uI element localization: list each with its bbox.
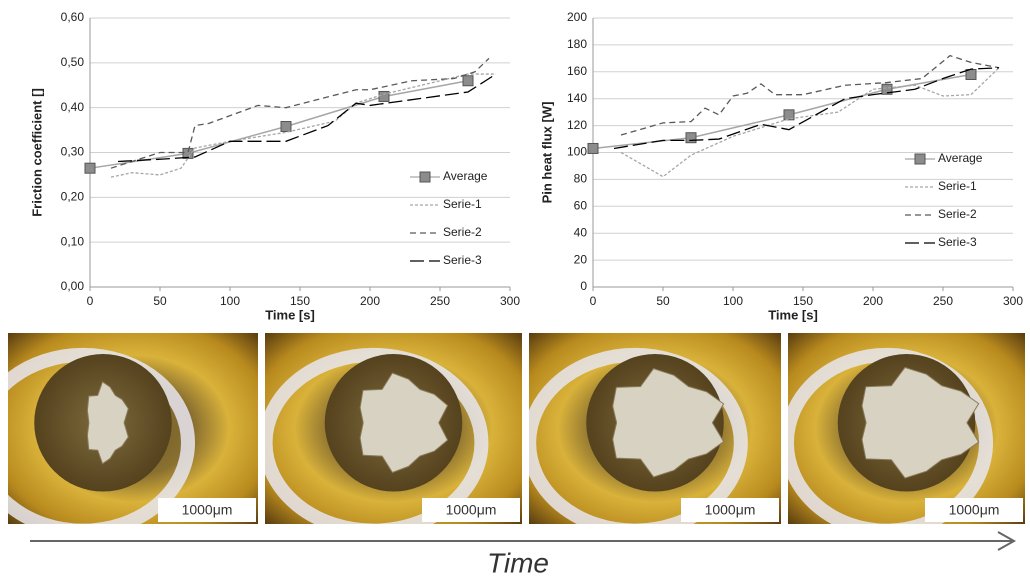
y-tick-label: 200 <box>567 10 587 24</box>
legend-label: Average <box>443 169 488 183</box>
legend-marker <box>419 171 431 183</box>
y-tick-label: 160 <box>567 64 587 78</box>
x-tick-label: 200 <box>360 294 380 308</box>
legend-label: Serie-1 <box>938 179 977 193</box>
legend-label: Serie-2 <box>938 207 977 221</box>
scale-box <box>681 498 779 522</box>
chart: 0,00 0,10 0,20 0,30 0,40 0,50 0,60 0 50 100 150 200… <box>29 10 520 322</box>
y-tick-label: 0,30 <box>61 145 85 159</box>
scale-label: 1000μm <box>949 502 1000 518</box>
y-tick-label: 0,00 <box>61 279 85 293</box>
y-tick-label: 100 <box>567 145 587 159</box>
wear-area <box>86 381 129 465</box>
photo: 1000μm <box>8 333 258 524</box>
average-marker <box>783 109 795 121</box>
x-axis-title: Time [s] <box>768 307 818 322</box>
x-tick-label: 250 <box>430 294 450 308</box>
timeline-label: Time <box>487 547 549 578</box>
series-line <box>110 57 490 169</box>
x-tick-label: 50 <box>153 294 167 308</box>
glare <box>529 347 748 524</box>
y-tick-label: 0,20 <box>61 190 85 204</box>
series-line <box>613 67 1000 150</box>
glare <box>788 347 994 524</box>
y-tick-label: 60 <box>574 198 588 212</box>
series-line <box>620 54 1000 136</box>
y-axis-title: Pin heat flux [W] <box>539 102 554 204</box>
y-tick-label: 0,40 <box>61 100 85 114</box>
legend-label: Serie-2 <box>443 225 482 239</box>
photo: 1000μm <box>265 333 522 524</box>
x-tick-label: 300 <box>1003 294 1023 308</box>
scale-box <box>925 498 1023 522</box>
y-tick-label: 180 <box>567 37 587 51</box>
glare <box>265 347 489 524</box>
scale-label: 1000μm <box>705 502 756 518</box>
y-tick-label: 0,10 <box>61 234 85 248</box>
wear-area <box>359 372 449 474</box>
legend-label: Average <box>938 151 983 165</box>
y-tick-label: 0 <box>580 279 587 293</box>
average-marker <box>587 142 599 154</box>
legend-marker <box>914 153 926 165</box>
legend-label: Serie-1 <box>443 197 482 211</box>
x-tick-label: 300 <box>500 294 520 308</box>
average-marker <box>84 162 96 174</box>
y-tick-label: 120 <box>567 118 587 132</box>
average-marker <box>965 68 977 80</box>
series-line <box>117 73 497 163</box>
x-tick-label: 150 <box>290 294 310 308</box>
x-tick-label: 150 <box>793 294 813 308</box>
y-tick-label: 0,50 <box>61 55 85 69</box>
scale-box <box>422 498 520 522</box>
average-marker <box>182 147 194 159</box>
y-axis-title: Friction coefficient [] <box>29 88 44 217</box>
y-tick-label: 80 <box>574 172 588 186</box>
average-marker <box>378 90 390 102</box>
x-tick-label: 100 <box>723 294 743 308</box>
x-tick-label: 200 <box>863 294 883 308</box>
scale-label: 1000μm <box>446 502 497 518</box>
average-marker <box>881 83 893 95</box>
legend-label: Serie-3 <box>443 253 482 267</box>
y-tick-label: 20 <box>574 252 588 266</box>
x-axis-title: Time [s] <box>265 307 315 322</box>
x-tick-label: 0 <box>590 294 597 308</box>
x-tick-label: 0 <box>87 294 94 308</box>
x-tick-label: 50 <box>656 294 670 308</box>
series-line <box>89 80 469 169</box>
x-tick-label: 250 <box>933 294 953 308</box>
chart: 0 20 40 60 80 100 120 140 160 180 200 0 50 100 150 200 2… <box>539 10 1023 322</box>
series-line <box>110 73 496 178</box>
y-tick-label: 0,60 <box>61 10 85 24</box>
wear-area <box>612 368 725 478</box>
photos: 1000μm 1000μm 1000μm 1000μm <box>8 333 1025 524</box>
average-marker <box>280 120 292 132</box>
photo: 1000μm <box>529 333 781 524</box>
wear-area <box>861 366 980 479</box>
legend-label: Serie-3 <box>938 235 977 249</box>
glare <box>8 347 195 524</box>
scale-box <box>158 498 256 522</box>
scale-label: 1000μm <box>182 502 233 518</box>
x-tick-label: 100 <box>220 294 240 308</box>
y-tick-label: 140 <box>567 91 587 105</box>
photo: 1000μm <box>788 333 1025 524</box>
series-line <box>620 67 1000 178</box>
y-tick-label: 40 <box>574 225 588 239</box>
average-marker <box>685 132 697 144</box>
arrow-head <box>997 531 1017 551</box>
average-marker <box>462 75 474 87</box>
